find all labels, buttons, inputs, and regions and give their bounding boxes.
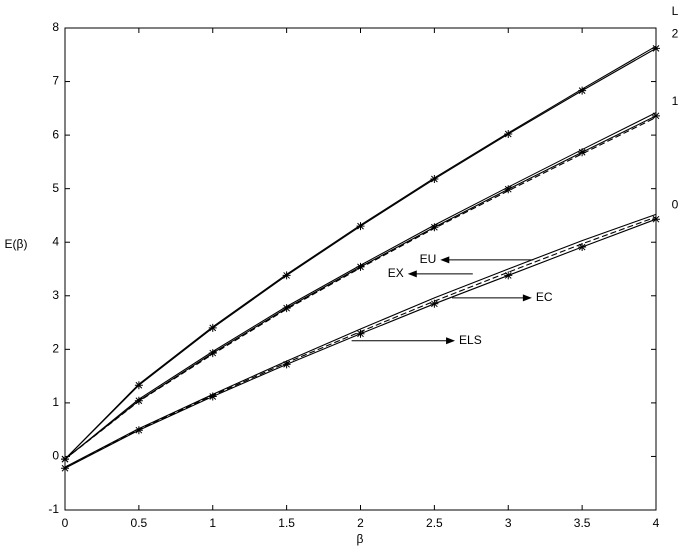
star-marker — [652, 44, 660, 53]
star-marker — [61, 464, 69, 473]
x-tick-label: 0 — [62, 516, 69, 530]
arrow-head — [440, 256, 450, 264]
y-tick-label: 4 — [52, 234, 59, 248]
star-marker — [134, 381, 143, 390]
annotation-label: ELS — [459, 333, 482, 347]
y-tick-label: 0 — [52, 449, 59, 463]
star-marker — [504, 130, 513, 139]
star-marker — [356, 222, 365, 231]
star-marker — [282, 360, 291, 369]
x-tick-label: 1 — [209, 516, 216, 530]
star-marker — [282, 304, 291, 313]
y-tick-label: 5 — [52, 181, 59, 195]
curve — [64, 213, 657, 468]
x-tick-label: 0.5 — [131, 516, 148, 530]
y-tick-label: 1 — [52, 395, 59, 409]
star-marker — [578, 243, 587, 252]
curve — [64, 218, 657, 469]
curve — [64, 112, 657, 460]
x-tick-label: 3.5 — [574, 516, 591, 530]
curve-label: 1 — [672, 94, 679, 108]
y-tick-label: 7 — [52, 74, 59, 88]
annotation-label: EC — [536, 290, 553, 304]
arrow-head — [407, 270, 417, 278]
y-tick-label: 2 — [52, 342, 59, 356]
curve-label: 2 — [672, 27, 679, 41]
x-tick-label: 2 — [357, 516, 364, 530]
star-marker — [578, 148, 587, 157]
x-tick-label: 3 — [505, 516, 512, 530]
star-marker — [430, 223, 439, 232]
x-axis-label: β — [357, 532, 364, 546]
star-marker — [652, 111, 660, 120]
star-marker — [430, 175, 439, 184]
arrow-head — [522, 294, 532, 302]
y-tick-label: 3 — [52, 288, 59, 302]
curve — [64, 216, 657, 469]
curve-label-title: L — [672, 4, 679, 18]
star-marker — [356, 262, 365, 271]
curve — [64, 116, 657, 460]
curve — [64, 45, 657, 460]
star-marker — [208, 323, 217, 332]
star-marker — [208, 392, 217, 401]
star-marker — [356, 329, 365, 338]
star-marker — [652, 215, 660, 224]
x-tick-label: 1.5 — [278, 516, 295, 530]
star-marker — [578, 86, 587, 95]
star-marker — [504, 185, 513, 194]
star-marker — [282, 271, 291, 280]
curve-label: 0 — [672, 197, 679, 211]
star-marker — [208, 349, 217, 358]
x-tick-label: 2.5 — [426, 516, 443, 530]
annotation-label: EU — [420, 252, 437, 266]
y-tick-label: -1 — [48, 502, 59, 516]
annotation-label: EX — [388, 266, 404, 280]
curve — [64, 115, 657, 460]
y-axis-label: E(β) — [5, 237, 28, 251]
star-marker — [504, 271, 513, 280]
y-tick-label: 8 — [52, 20, 59, 34]
x-tick-label: 4 — [653, 516, 660, 530]
star-marker — [430, 299, 439, 308]
curve — [64, 47, 657, 460]
y-tick-label: 6 — [52, 127, 59, 141]
arrow-head — [446, 337, 456, 345]
